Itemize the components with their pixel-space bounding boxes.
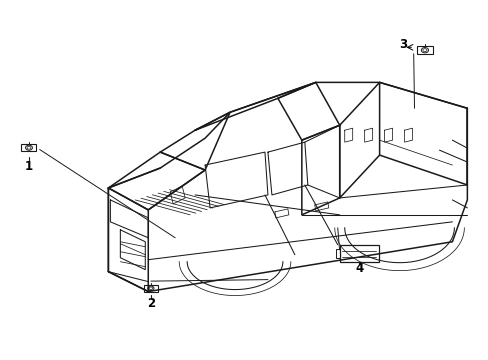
Text: 4: 4 <box>354 262 363 275</box>
Bar <box>335 249 339 258</box>
Text: 2: 2 <box>146 297 155 310</box>
Text: 3: 3 <box>399 38 407 51</box>
Bar <box>339 244 378 262</box>
Text: 1: 1 <box>25 160 33 173</box>
